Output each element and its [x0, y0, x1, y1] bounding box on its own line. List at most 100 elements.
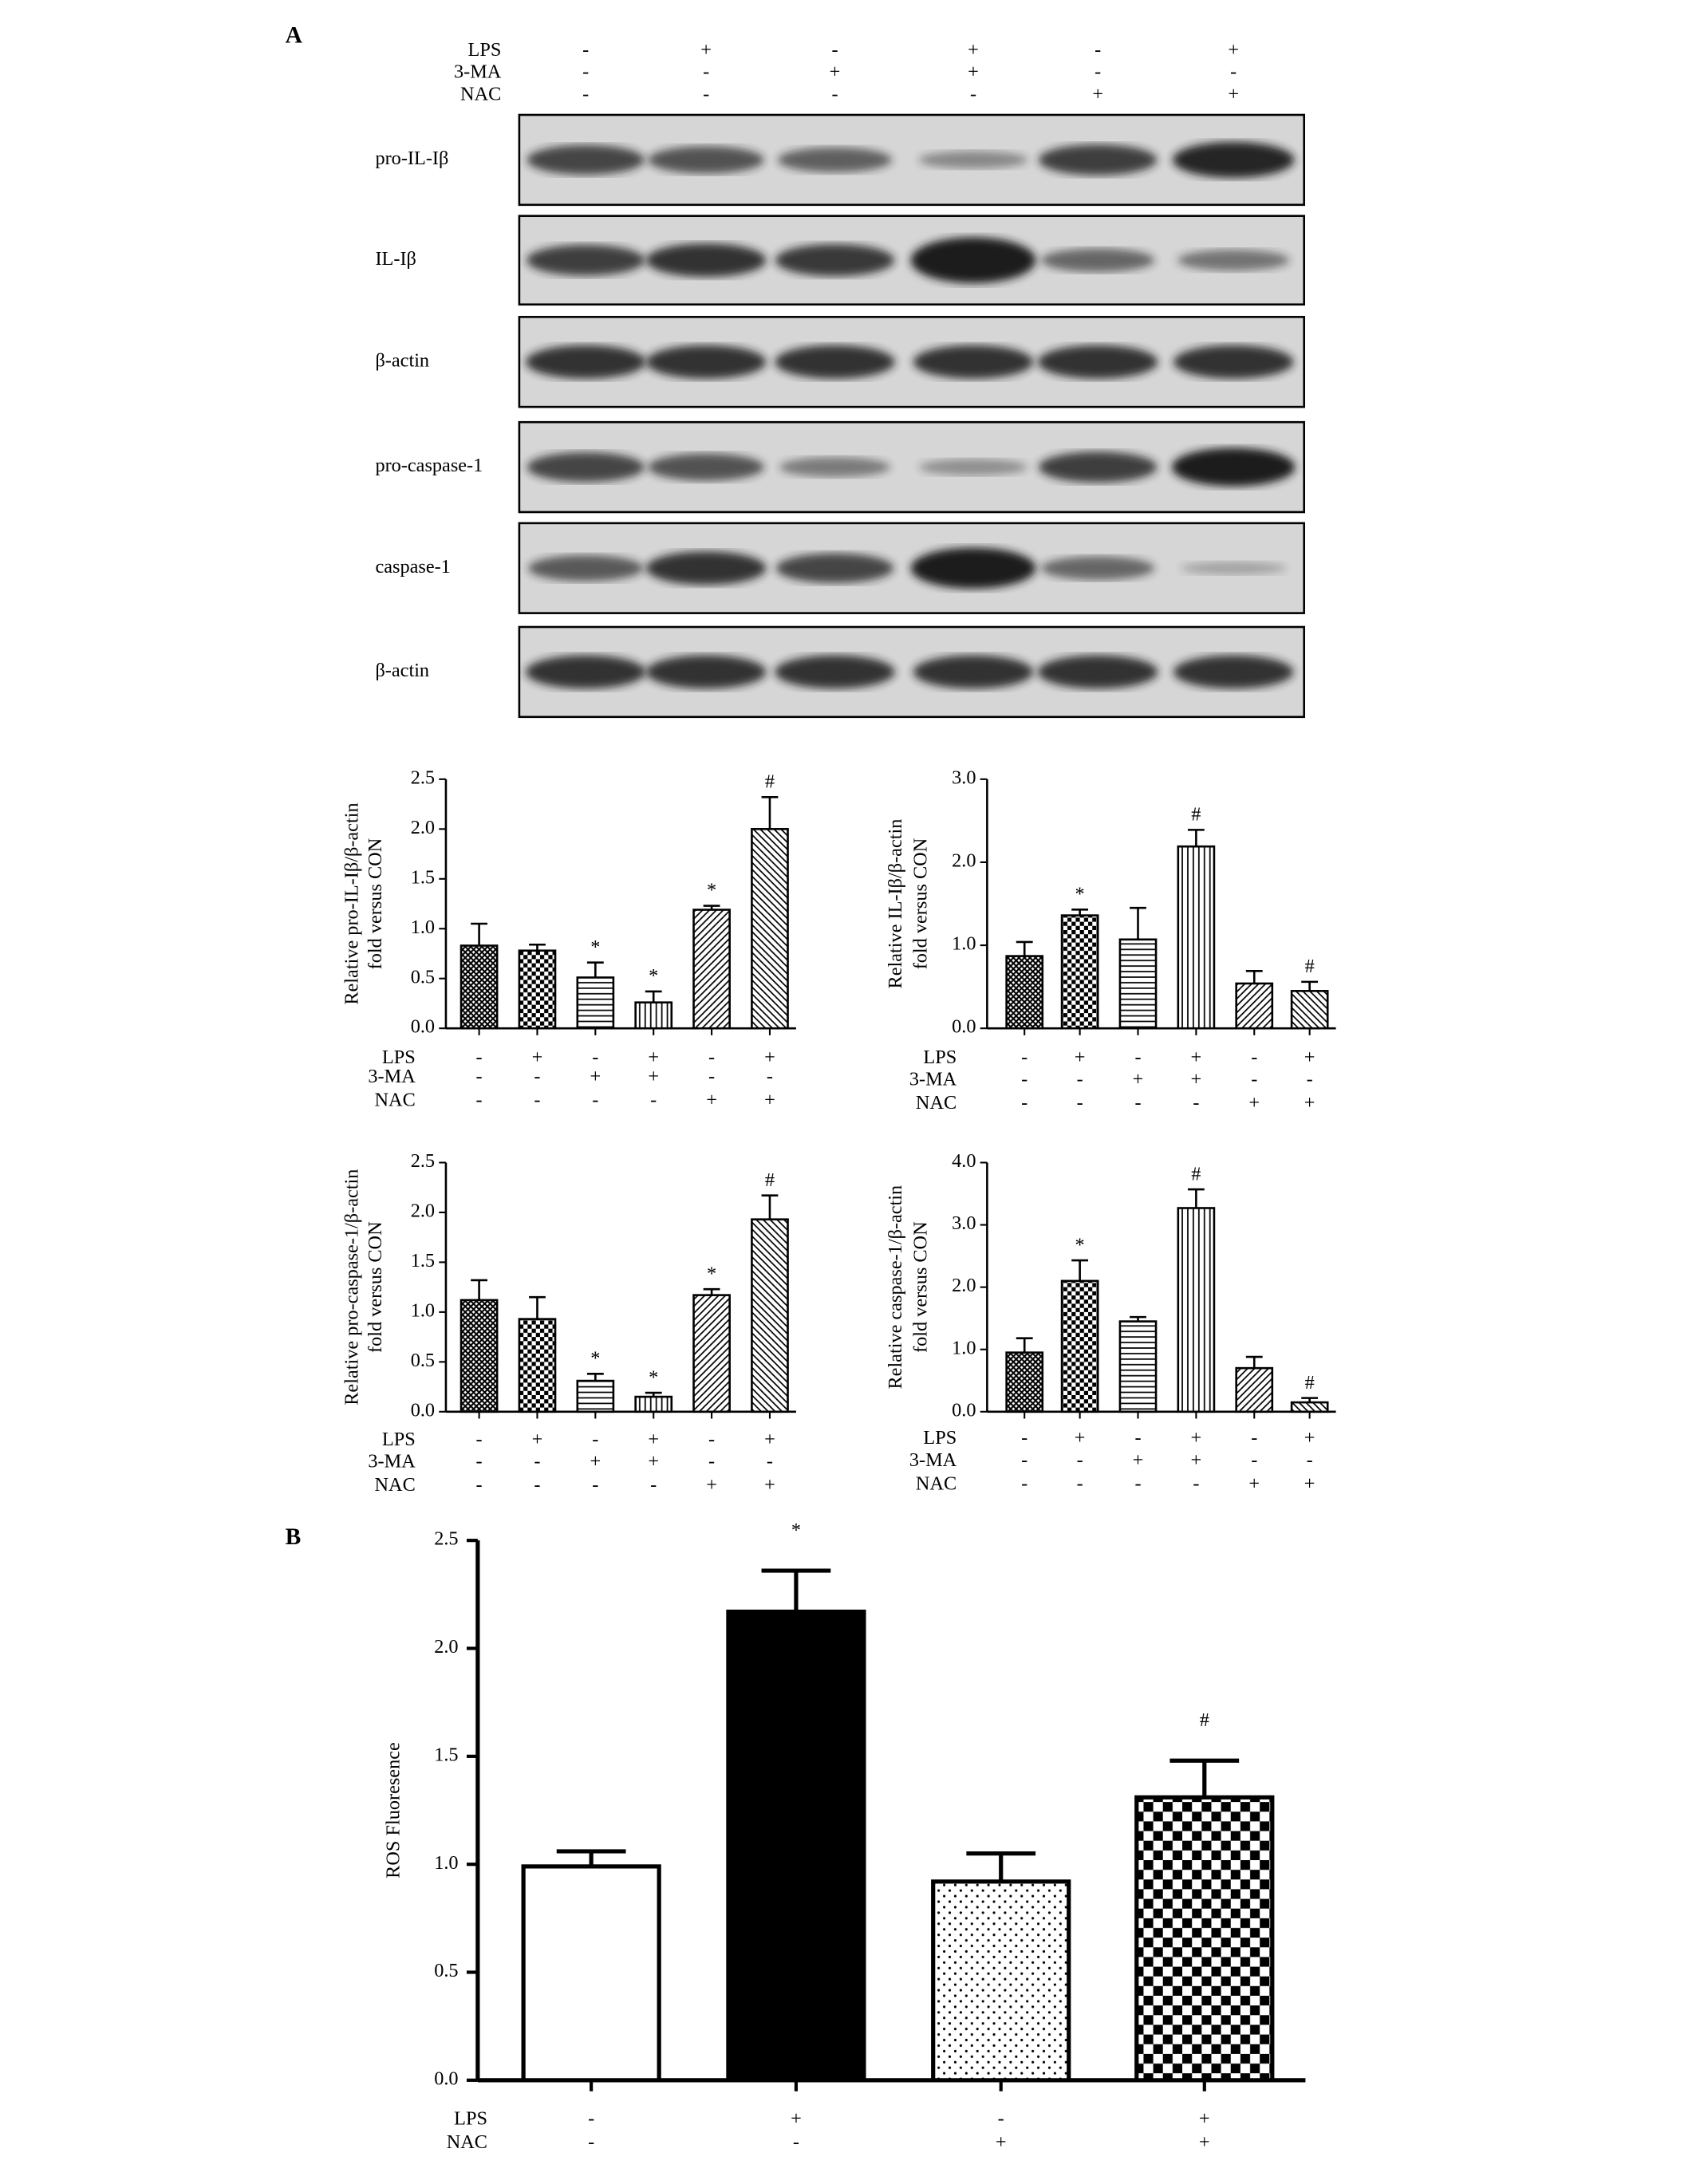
treatment-label: NAC	[447, 2131, 487, 2153]
band	[525, 655, 646, 689]
treatment-sign: -	[476, 1474, 483, 1496]
band	[1173, 345, 1294, 379]
y-tick-label: 2.0	[411, 1200, 435, 1222]
band	[918, 151, 1028, 169]
treatment-sign: +	[1133, 1069, 1144, 1090]
band	[1041, 248, 1155, 272]
treatment-sign: +	[1075, 1047, 1086, 1068]
y-axis-label: Relative pro-IL-Iβ/β-actin	[341, 802, 362, 1004]
bar	[1005, 955, 1044, 1030]
y-tick-label: 0.5	[434, 1960, 458, 1981]
y-tick-label: 0.0	[952, 1399, 976, 1421]
treatment-sign: -	[592, 1429, 598, 1450]
treatment-sign: +	[706, 1090, 717, 1111]
annotation: *	[791, 1520, 801, 1541]
treatment-label: 3-MA	[368, 1451, 416, 1472]
y-tick-label: 1.0	[434, 1852, 458, 1874]
y-axis-label: fold versus CON	[909, 838, 931, 970]
y-axis-label: Relative pro-caspase-1/β-actin	[341, 1169, 362, 1405]
treatment-sign: -	[582, 61, 589, 83]
treatment-sign: -	[793, 2131, 799, 2153]
treatment-sign: -	[1251, 1427, 1257, 1449]
treatment-sign: -	[1134, 1427, 1141, 1449]
band	[1037, 345, 1158, 379]
treatment-sign: -	[831, 39, 838, 61]
bar	[1060, 1279, 1099, 1413]
annotation: #	[1305, 956, 1315, 977]
y-tick-label: 0.0	[952, 1016, 976, 1038]
band	[779, 457, 891, 478]
y-tick-label: 2.5	[411, 1150, 435, 1172]
bar	[1134, 1795, 1275, 2083]
treatment-sign: +	[1248, 1092, 1260, 1114]
y-axis-label: fold versus CON	[909, 1221, 931, 1353]
bar	[751, 828, 789, 1030]
treatment-sign: -	[476, 1451, 483, 1472]
treatment-sign: -	[1134, 1047, 1141, 1068]
band	[913, 345, 1034, 379]
treatment-sign: +	[1191, 1069, 1202, 1090]
band	[1177, 250, 1290, 271]
treatment-sign: -	[831, 83, 838, 104]
y-axis-label: Relative IL-Iβ/β-actin	[885, 819, 906, 989]
band	[527, 451, 645, 483]
treatment-label: 3-MA	[909, 1069, 957, 1090]
y-axis-label: fold versus CON	[365, 1221, 386, 1353]
treatment-sign: -	[476, 1066, 483, 1087]
band	[527, 144, 645, 175]
band	[1038, 451, 1158, 483]
treatment-label: LPS	[923, 1047, 956, 1068]
y-tick-label: 4.0	[952, 1150, 976, 1172]
treatment-sign: +	[1248, 1472, 1260, 1494]
annotation: #	[765, 1169, 775, 1191]
bar	[1235, 982, 1274, 1030]
treatment-sign: -	[708, 1047, 715, 1068]
treatment-label: 3-MA	[454, 61, 502, 83]
y-tick-label: 3.0	[952, 1212, 976, 1234]
y-tick-label: 2.0	[411, 817, 435, 838]
panel-label: A	[286, 23, 303, 49]
treatment-sign: +	[590, 1066, 601, 1087]
annotation: *	[649, 965, 658, 987]
band	[645, 551, 767, 585]
y-tick-label: 1.0	[952, 1337, 976, 1358]
treatment-sign: +	[1199, 2108, 1210, 2130]
treatment-sign: +	[764, 1429, 775, 1450]
band	[645, 655, 767, 689]
y-tick-label: 1.0	[411, 917, 435, 938]
treatment-sign: -	[708, 1429, 715, 1450]
treatment-sign: -	[1251, 1069, 1257, 1090]
treatment-sign: -	[534, 1066, 540, 1087]
annotation: *	[590, 1348, 600, 1370]
treatment-label: 3-MA	[368, 1066, 416, 1087]
band	[526, 244, 645, 276]
annotation: *	[649, 1366, 658, 1388]
treatment-sign: +	[590, 1451, 601, 1472]
treatment-label: NAC	[916, 1092, 956, 1114]
band	[648, 146, 764, 174]
treatment-sign: -	[1134, 1472, 1141, 1494]
treatment-label: NAC	[460, 83, 501, 104]
treatment-sign: -	[767, 1066, 773, 1087]
panel-label: B	[286, 1524, 302, 1550]
treatment-sign: -	[1021, 1047, 1027, 1068]
treatment-label: 3-MA	[909, 1449, 957, 1471]
bar	[459, 944, 499, 1030]
treatment-sign: -	[708, 1066, 715, 1087]
bar	[1290, 1401, 1329, 1413]
treatment-sign: -	[588, 2108, 594, 2130]
band-label: caspase-1	[375, 556, 450, 578]
treatment-sign: +	[648, 1429, 659, 1450]
treatment-sign: +	[1092, 83, 1103, 104]
annotation: #	[1191, 804, 1201, 826]
band	[645, 243, 767, 278]
treatment-sign: +	[1304, 1472, 1315, 1494]
treatment-sign: +	[1191, 1449, 1202, 1471]
treatment-sign: -	[534, 1451, 540, 1472]
treatment-sign: -	[1251, 1047, 1257, 1068]
treatment-sign: +	[648, 1451, 659, 1472]
treatment-sign: -	[1077, 1449, 1083, 1471]
bar	[634, 1395, 673, 1413]
treatment-sign: +	[1304, 1092, 1315, 1114]
